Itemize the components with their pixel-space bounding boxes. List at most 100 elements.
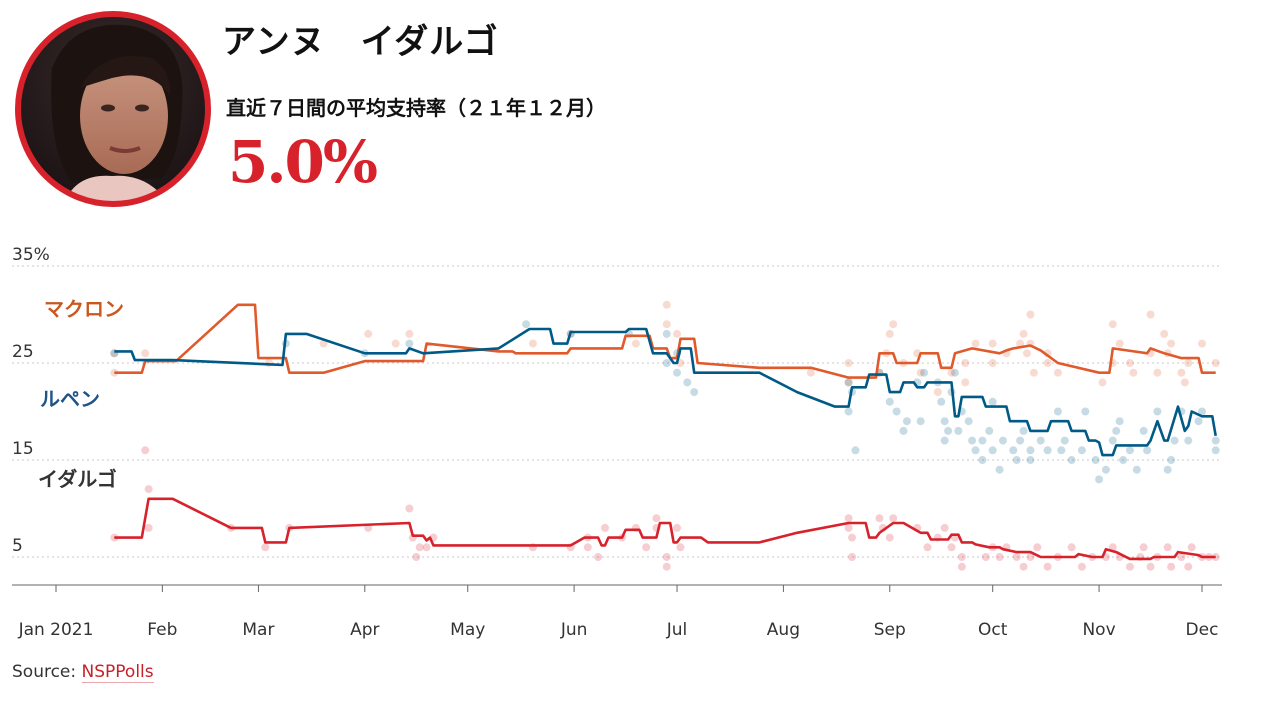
macron-poll-point <box>1160 329 1169 338</box>
hidalgo-poll-point <box>1125 562 1134 571</box>
lepen-poll-point <box>690 388 699 397</box>
lepen-poll-point <box>673 368 682 377</box>
lepen-poll-point <box>937 397 946 406</box>
lepen-poll-point <box>1119 456 1128 464</box>
macron-poll-point <box>1115 339 1124 348</box>
lepen-series-label: ルペン <box>40 387 100 411</box>
lepen-poll-point <box>1184 436 1193 445</box>
hidalgo-poll-point <box>940 523 949 532</box>
macron-poll-point <box>673 329 682 338</box>
y-tick-label: 25 <box>12 342 34 362</box>
hidalgo-poll-point <box>583 543 592 552</box>
hidalgo-poll-point <box>957 553 966 561</box>
macron-poll-point <box>947 368 956 377</box>
lepen-poll-point <box>683 378 692 387</box>
lepen-poll-point <box>1036 436 1045 445</box>
y-tick-label: 35% <box>12 245 50 265</box>
poll-chart: 35% 5 15 25 Jan 2021 Feb Mar Apr May Jun Jul Aug Se… <box>12 245 1222 640</box>
hidalgo-poll-point <box>422 543 431 552</box>
x-tick-label: Jul <box>666 620 688 640</box>
source-note: Source: NSPPolls <box>12 662 154 683</box>
hidalgo-poll-point <box>652 514 661 523</box>
hidalgo-poll-point <box>844 514 853 523</box>
lepen-poll-point <box>1198 407 1206 416</box>
x-tick-label: May <box>450 620 485 640</box>
chart-gridlines <box>12 265 1222 558</box>
hidalgo-poll-point <box>1163 543 1172 552</box>
hidalgo-poll-point <box>144 523 153 532</box>
lepen-poll-point <box>885 397 894 406</box>
macron-poll-point <box>1129 368 1138 377</box>
hidalgo-poll-point <box>889 514 898 523</box>
lepen-poll-point <box>1194 417 1203 426</box>
average-support-value: 5.0% <box>228 128 378 196</box>
hidalgo-poll-point <box>995 553 1004 561</box>
macron-poll-point <box>1019 329 1028 338</box>
poll-points <box>110 300 1220 571</box>
macron-poll-point <box>391 339 400 348</box>
lepen-poll-point <box>920 368 929 377</box>
lepen-poll-point <box>916 417 925 426</box>
hidalgo-poll-point <box>1167 562 1176 571</box>
x-tick-label: Aug <box>767 620 800 640</box>
macron-poll-point <box>1184 359 1193 367</box>
lepen-poll-point <box>844 407 853 416</box>
hidalgo-poll-point <box>261 543 270 552</box>
lepen-poll-point <box>1016 436 1025 445</box>
source-link[interactable]: NSPPolls <box>81 662 154 683</box>
hidalgo-poll-point <box>848 533 857 542</box>
lepen-poll-point <box>944 426 953 435</box>
lepen-poll-point <box>998 436 1007 445</box>
lepen-poll-point <box>1125 446 1134 455</box>
x-tick-label: Apr <box>350 620 379 640</box>
lepen-poll-point <box>950 368 959 377</box>
lepen-poll-point <box>954 426 963 435</box>
lepen-poll-point <box>1081 407 1090 416</box>
hidalgo-poll-point <box>885 533 894 542</box>
macron-poll-point <box>364 329 373 338</box>
hidalgo-poll-point <box>957 562 966 571</box>
hidalgo-poll-point <box>1012 553 1021 561</box>
lepen-poll-point <box>1211 446 1220 455</box>
macron-poll-point <box>806 368 815 377</box>
hidalgo-poll-point <box>141 446 150 455</box>
macron-poll-point <box>1167 339 1176 348</box>
macron-poll-point <box>1098 378 1107 387</box>
hidalgo-trend-line <box>114 497 1216 561</box>
hidalgo-poll-point <box>600 523 609 532</box>
lepen-poll-point <box>522 320 531 329</box>
hidalgo-poll-point <box>1067 543 1076 552</box>
macron-poll-point <box>1023 349 1032 358</box>
x-tick-label: Jan 2021 <box>18 620 94 640</box>
trend-lines <box>114 303 1217 561</box>
lepen-poll-point <box>1167 456 1176 464</box>
macron-poll-point <box>1026 310 1035 319</box>
lepen-poll-point <box>405 339 414 348</box>
hidalgo-poll-point <box>1146 562 1155 571</box>
macron-poll-point <box>1177 368 1186 377</box>
lepen-poll-point <box>1057 446 1066 455</box>
lepen-poll-point <box>1153 407 1162 416</box>
hidalgo-poll-point <box>405 504 414 513</box>
macron-poll-point <box>889 320 898 329</box>
lepen-poll-point <box>1108 436 1117 445</box>
lepen-poll-point <box>851 446 860 455</box>
lepen-poll-point <box>940 417 949 426</box>
x-tick-label: Oct <box>978 620 1008 640</box>
x-tick-label: Mar <box>242 620 274 640</box>
macron-poll-point <box>662 300 671 309</box>
macron-series-label: マクロン <box>44 297 124 321</box>
macron-poll-point <box>141 349 150 358</box>
macron-poll-point <box>405 329 414 338</box>
hidalgo-poll-point <box>642 543 651 552</box>
macron-poll-point <box>1108 320 1117 329</box>
hidalgo-series-label: イダルゴ <box>38 467 117 491</box>
macron-poll-point <box>1153 368 1162 377</box>
x-tick-label: Sep <box>874 620 906 640</box>
macron-poll-point <box>528 339 537 348</box>
hidalgo-poll-point <box>981 553 990 561</box>
lepen-poll-point <box>1095 475 1104 484</box>
lepen-poll-point <box>902 417 911 426</box>
lepen-poll-point <box>940 436 949 445</box>
hidalgo-poll-point <box>412 553 421 561</box>
